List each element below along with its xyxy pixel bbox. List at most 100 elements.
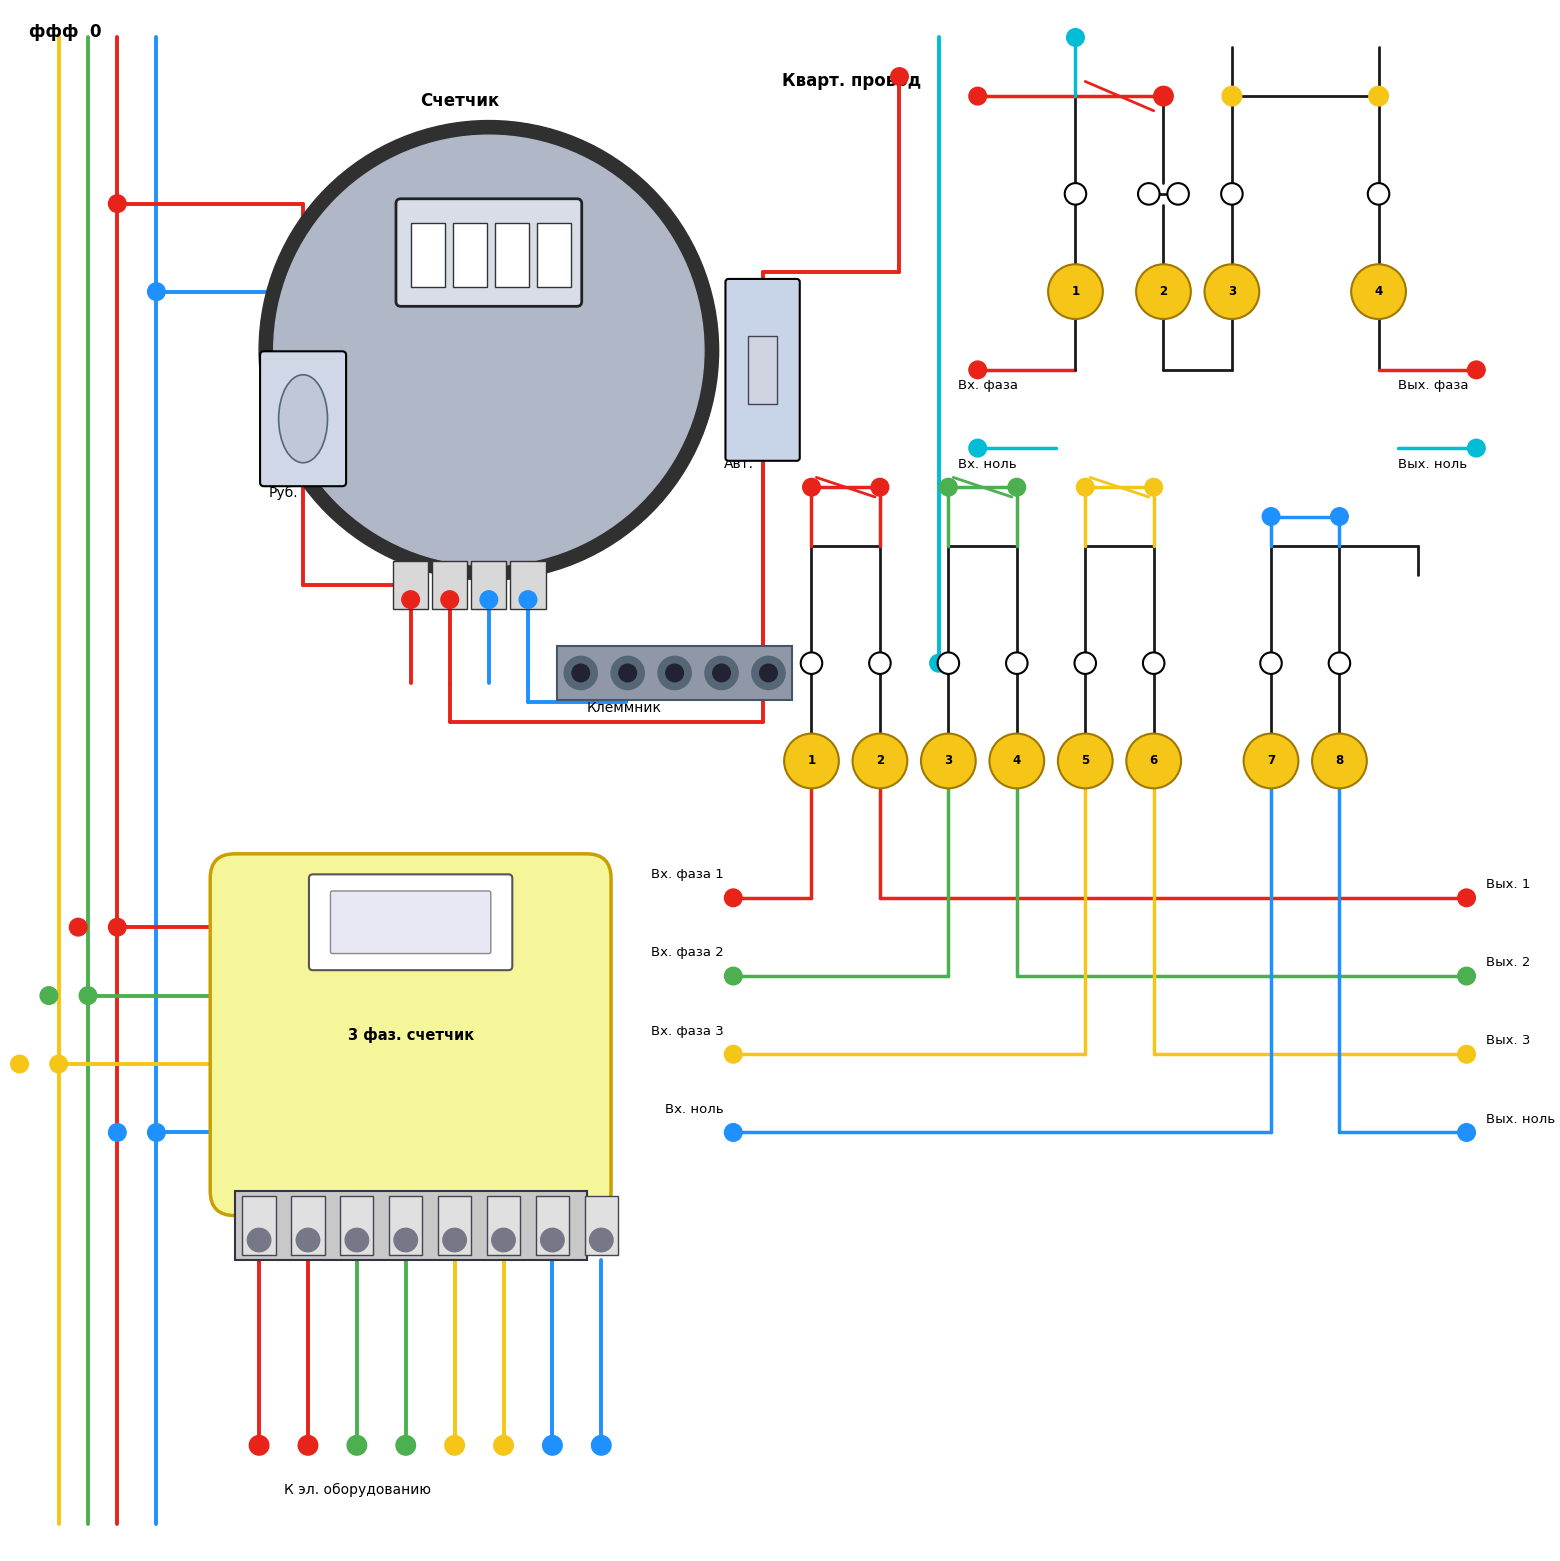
Circle shape (1457, 1046, 1476, 1063)
Bar (537, 223, 571, 287)
Circle shape (803, 478, 821, 496)
Circle shape (1368, 183, 1390, 204)
Circle shape (658, 656, 691, 690)
Circle shape (869, 652, 891, 674)
Text: Вх. фаза 3: Вх. фаза 3 (651, 1024, 724, 1038)
Circle shape (1351, 264, 1406, 318)
Text: Вых. фаза: Вых. фаза (1398, 379, 1468, 392)
Circle shape (1260, 652, 1282, 674)
FancyBboxPatch shape (396, 198, 582, 306)
Circle shape (989, 734, 1044, 788)
Circle shape (396, 1436, 415, 1455)
Circle shape (930, 654, 947, 671)
Circle shape (1262, 507, 1279, 526)
Bar (438, 1196, 471, 1255)
Bar (495, 223, 529, 287)
Text: Вых. ноль: Вых. ноль (1398, 457, 1468, 470)
Text: Кварт. провод: Кварт. провод (782, 72, 922, 91)
Circle shape (109, 918, 126, 937)
Circle shape (1468, 439, 1485, 457)
Text: К эл. оборудованию: К эл. оборудованию (284, 1483, 431, 1497)
Circle shape (1126, 734, 1181, 788)
Bar (747, 336, 777, 404)
Circle shape (1368, 86, 1388, 106)
Text: 7: 7 (1267, 754, 1275, 768)
Circle shape (666, 663, 683, 682)
Circle shape (80, 987, 97, 1004)
FancyBboxPatch shape (725, 279, 800, 460)
Circle shape (1143, 652, 1164, 674)
Circle shape (493, 1436, 513, 1455)
Text: Руб.: Руб. (268, 485, 298, 500)
Text: Вх. фаза 2: Вх. фаза 2 (651, 946, 724, 960)
Circle shape (345, 1229, 368, 1252)
Bar (432, 560, 468, 609)
Bar (471, 560, 507, 609)
Circle shape (891, 67, 908, 86)
Circle shape (250, 1436, 268, 1455)
Circle shape (785, 734, 839, 788)
FancyBboxPatch shape (309, 874, 512, 971)
Bar (388, 1196, 423, 1255)
Circle shape (853, 734, 908, 788)
Bar (393, 560, 429, 609)
Circle shape (760, 663, 777, 682)
Circle shape (1136, 264, 1190, 318)
Circle shape (724, 968, 743, 985)
Circle shape (441, 590, 459, 609)
Bar (585, 1196, 618, 1255)
Text: 4: 4 (1374, 286, 1382, 298)
Text: 1: 1 (808, 754, 816, 768)
Text: 8: 8 (1335, 754, 1343, 768)
Bar (234, 1191, 587, 1260)
Text: 2: 2 (875, 754, 885, 768)
Circle shape (248, 1229, 271, 1252)
Circle shape (69, 918, 87, 937)
Circle shape (445, 1436, 465, 1455)
Circle shape (541, 1229, 565, 1252)
Circle shape (1204, 264, 1259, 318)
Circle shape (443, 1229, 466, 1252)
Circle shape (800, 652, 822, 674)
Circle shape (969, 87, 986, 105)
Text: Вых. ноль: Вых. ноль (1487, 1113, 1555, 1125)
Circle shape (11, 1055, 28, 1072)
Circle shape (724, 1046, 743, 1063)
Circle shape (346, 1436, 367, 1455)
Text: 3 фаз. счетчик: 3 фаз. счетчик (348, 1027, 474, 1043)
Circle shape (590, 1229, 613, 1252)
Circle shape (395, 1229, 418, 1252)
Bar (510, 560, 546, 609)
Circle shape (519, 590, 537, 609)
Circle shape (41, 987, 58, 1004)
Circle shape (938, 652, 959, 674)
Circle shape (1065, 183, 1086, 204)
Circle shape (705, 656, 738, 690)
Circle shape (273, 136, 704, 565)
Circle shape (1457, 890, 1476, 907)
Circle shape (612, 656, 644, 690)
Circle shape (109, 1124, 126, 1141)
Circle shape (619, 663, 636, 682)
Circle shape (969, 439, 986, 457)
Circle shape (1058, 734, 1112, 788)
Circle shape (1075, 652, 1097, 674)
Circle shape (920, 734, 975, 788)
Text: 5: 5 (1081, 754, 1089, 768)
Bar (410, 223, 445, 287)
Circle shape (1329, 652, 1351, 674)
Circle shape (402, 590, 420, 609)
Circle shape (724, 890, 743, 907)
Text: Счетчик: Счетчик (420, 92, 499, 109)
Circle shape (713, 663, 730, 682)
Circle shape (1067, 28, 1084, 47)
Circle shape (1006, 652, 1028, 674)
Text: 1: 1 (1072, 286, 1080, 298)
Text: Вх. ноль: Вх. ноль (665, 1104, 724, 1116)
Text: 3: 3 (944, 754, 953, 768)
Bar (487, 1196, 519, 1255)
Text: 4: 4 (1012, 754, 1020, 768)
Circle shape (573, 663, 590, 682)
Circle shape (1167, 183, 1189, 204)
Bar (340, 1196, 373, 1255)
